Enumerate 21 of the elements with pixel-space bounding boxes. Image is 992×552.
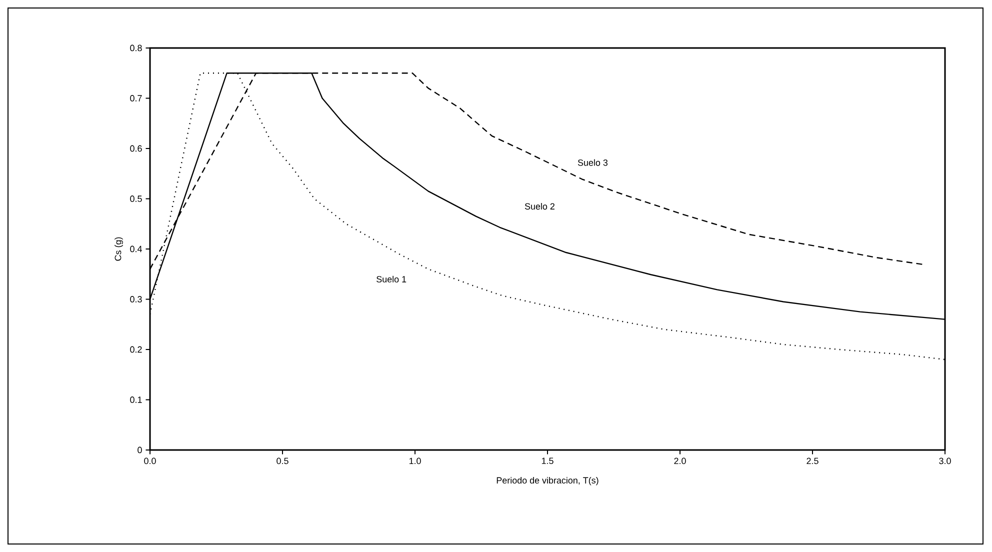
x-tick-label: 3.0 <box>939 458 951 464</box>
series-label: Suelo 3 <box>578 159 608 166</box>
y-tick-label: 0.4 <box>130 246 142 252</box>
y-tick-label: 0.6 <box>130 145 142 152</box>
x-axis-title: Periodo de vibracion, T(s) <box>496 476 598 486</box>
y-tick-label: 0.8 <box>130 44 142 52</box>
x-tick-label: 1.0 <box>409 458 421 464</box>
y-tick-label: 0.1 <box>130 396 142 403</box>
y-tick-label: 0.3 <box>130 296 142 302</box>
y-tick-label: 0.2 <box>130 346 142 353</box>
x-tick-label: 0.5 <box>276 458 288 464</box>
x-tick-label: 0.0 <box>144 458 156 464</box>
y-tick-label: 0.7 <box>130 95 142 102</box>
x-tick-label: 2.0 <box>674 458 686 464</box>
y-axis-title: Cs (g) <box>114 237 123 261</box>
y-tick-label: 0.5 <box>130 196 142 202</box>
series-label: Suelo 1 <box>376 276 406 282</box>
text: Suelo 2 <box>524 202 554 210</box>
x-tick-label: 2.5 <box>806 458 818 464</box>
y-tick-label: 0 <box>138 446 142 454</box>
x-tick-label: 1.5 <box>542 458 554 464</box>
